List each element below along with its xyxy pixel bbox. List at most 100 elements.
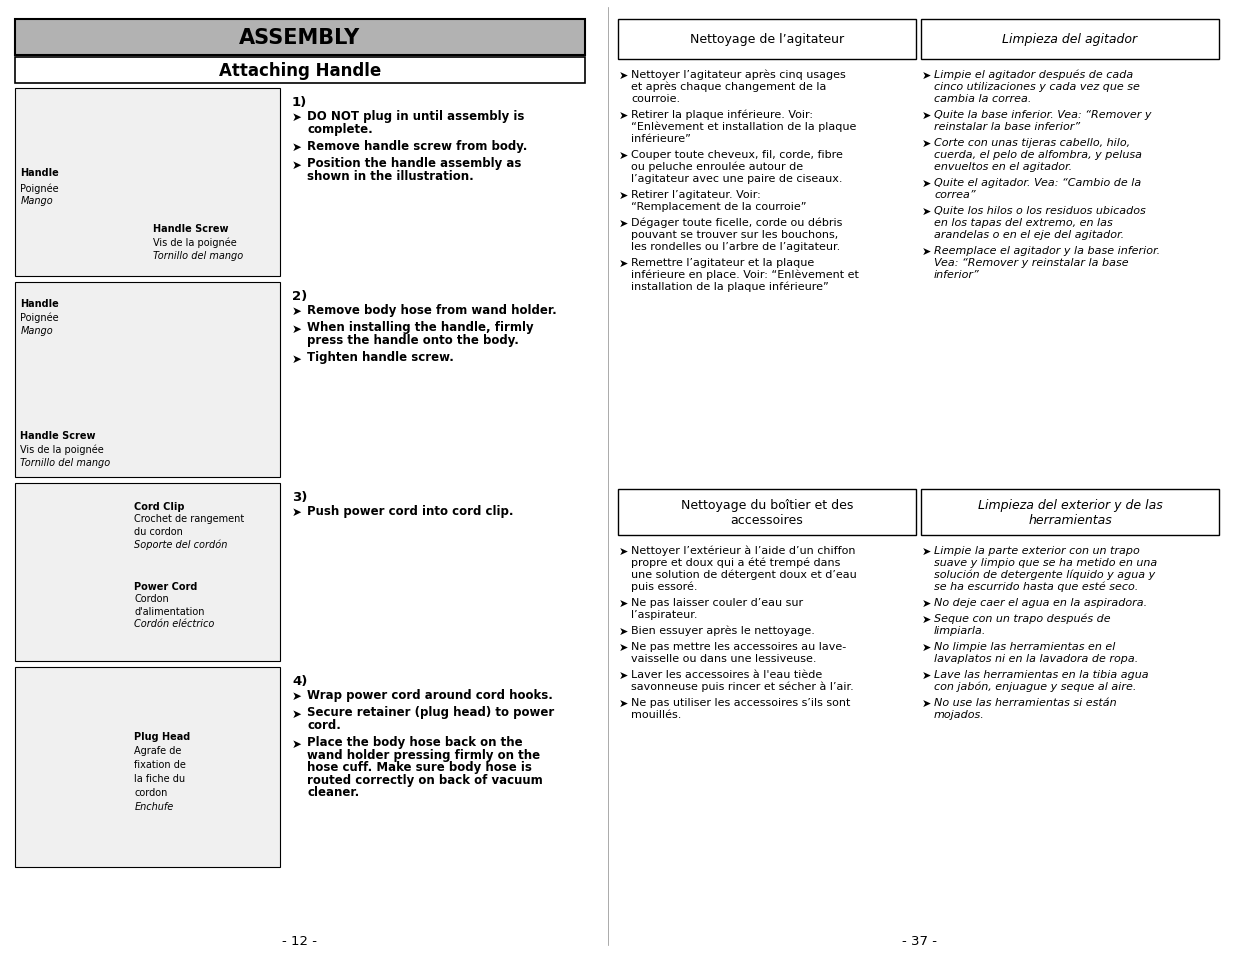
Text: propre et doux qui a été trempé dans: propre et doux qui a été trempé dans [631,558,840,568]
Text: ➤: ➤ [923,598,931,608]
Text: Reemplace el agitador y la base inferior.: Reemplace el agitador y la base inferior… [934,246,1160,255]
Text: Position the handle assembly as: Position the handle assembly as [308,157,521,171]
Text: ➤: ➤ [291,737,301,750]
Text: Ne pas mettre les accessoires au lave-: Ne pas mettre les accessoires au lave- [631,641,846,651]
Text: Enchufe: Enchufe [135,801,173,811]
Text: ➤: ➤ [619,191,629,201]
Text: Vis de la poignée: Vis de la poignée [20,444,104,455]
Text: ➤: ➤ [619,71,629,81]
Text: ➤: ➤ [291,158,301,172]
Text: ➤: ➤ [923,111,931,121]
Bar [921,490,1219,536]
Bar [15,58,585,84]
Text: fixation de: fixation de [135,760,186,769]
Text: ➤: ➤ [923,615,931,624]
Text: hose cuff. Make sure body hose is: hose cuff. Make sure body hose is [308,760,532,774]
Text: Tighten handle screw.: Tighten handle screw. [308,351,454,364]
Text: complete.: complete. [308,122,373,135]
Text: Wrap power cord around cord hooks.: Wrap power cord around cord hooks. [308,688,553,701]
Text: Seque con un trapo después de: Seque con un trapo después de [934,614,1110,624]
Text: No use las herramientas si están: No use las herramientas si están [934,698,1116,707]
Text: DO NOT plug in until assembly is: DO NOT plug in until assembly is [308,110,525,123]
Text: envueltos en el agitador.: envueltos en el agitador. [934,162,1072,172]
Text: Soporte del cordón: Soporte del cordón [135,538,227,549]
Text: pouvant se trouver sur les bouchons,: pouvant se trouver sur les bouchons, [631,230,839,240]
Text: se ha escurrido hasta que esté seco.: se ha escurrido hasta que esté seco. [934,581,1139,592]
Text: mojados.: mojados. [934,709,984,720]
Text: ➤: ➤ [291,305,301,317]
Text: Crochet de rangement: Crochet de rangement [135,514,245,524]
Text: ➤: ➤ [923,71,931,81]
Text: ➤: ➤ [619,642,629,652]
Text: ➤: ➤ [923,546,931,557]
Text: Nettoyer l’extérieur à l’aide d’un chiffon: Nettoyer l’extérieur à l’aide d’un chiff… [631,545,856,556]
Text: Mango: Mango [20,326,53,335]
Text: ➤: ➤ [291,505,301,518]
Text: l’agitateur avec une paire de ciseaux.: l’agitateur avec une paire de ciseaux. [631,173,842,184]
Text: Quite los hilos o los residuos ubicados: Quite los hilos o los residuos ubicados [934,206,1146,215]
Text: 3): 3) [291,491,308,503]
Text: Retirer l’agitateur. Voir:: Retirer l’agitateur. Voir: [631,190,761,200]
Text: courroie.: courroie. [631,94,680,104]
Text: Lave las herramientas en la tibia agua: Lave las herramientas en la tibia agua [934,669,1149,679]
Text: Power Cord: Power Cord [135,581,198,591]
Text: ➤: ➤ [923,179,931,189]
Text: l’aspirateur.: l’aspirateur. [631,609,698,619]
Text: Remove handle screw from body.: Remove handle screw from body. [308,140,527,152]
Text: Handle Screw: Handle Screw [153,224,228,234]
Text: inférieure”: inférieure” [631,133,690,144]
Text: cuerda, el pelo de alfombra, y pelusa: cuerda, el pelo de alfombra, y pelusa [934,150,1142,160]
Text: Plug Head: Plug Head [135,731,190,741]
Text: Handle Screw: Handle Screw [20,431,96,440]
Text: ➤: ➤ [291,352,301,365]
Text: Tornillo del mango: Tornillo del mango [153,251,243,260]
Bar [921,20,1219,60]
Text: Limpieza del exterior y de las
herramientas: Limpieza del exterior y de las herramien… [978,498,1162,526]
Bar [618,490,916,536]
Text: ➤: ➤ [923,207,931,216]
Text: limpiarla.: limpiarla. [934,625,987,636]
Text: cordon: cordon [135,787,168,797]
Text: Corte con unas tijeras cabello, hilo,: Corte con unas tijeras cabello, hilo, [934,138,1130,148]
Text: Ne pas laisser couler d’eau sur: Ne pas laisser couler d’eau sur [631,598,803,607]
Text: correa”: correa” [934,190,976,200]
Bar [15,283,280,477]
Bar [15,667,280,867]
Text: No deje caer el agua en la aspiradora.: No deje caer el agua en la aspiradora. [934,598,1147,607]
Text: ou peluche enroulée autour de: ou peluche enroulée autour de [631,162,803,172]
Text: du cordon: du cordon [135,526,183,537]
Text: Tornillo del mango: Tornillo del mango [20,458,111,468]
Text: solución de detergente líquido y agua y: solución de detergente líquido y agua y [934,569,1155,579]
Text: cinco utilizaciones y cada vez que se: cinco utilizaciones y cada vez que se [934,82,1140,91]
Text: ➤: ➤ [619,111,629,121]
Text: Laver les accessoires à l'eau tiède: Laver les accessoires à l'eau tiède [631,669,823,679]
Text: installation de la plaque inférieure”: installation de la plaque inférieure” [631,282,829,293]
Bar [15,20,585,56]
Text: en los tapas del extremo, en las: en los tapas del extremo, en las [934,218,1113,228]
Text: ➤: ➤ [619,626,629,637]
Text: ➤: ➤ [291,322,301,335]
Text: ➤: ➤ [923,139,931,149]
Text: wand holder pressing firmly on the: wand holder pressing firmly on the [308,748,540,761]
Text: lavaplatos ni en la lavadora de ropa.: lavaplatos ni en la lavadora de ropa. [934,654,1139,663]
Text: Cord Clip: Cord Clip [135,501,185,511]
Text: les rondelles ou l’arbre de l’agitateur.: les rondelles ou l’arbre de l’agitateur. [631,242,840,252]
Text: Attaching Handle: Attaching Handle [219,62,382,80]
Text: Nettoyage de l’agitateur: Nettoyage de l’agitateur [690,33,844,47]
Bar [618,20,916,60]
Text: Limpieza del agitador: Limpieza del agitador [1003,33,1137,47]
Text: ➤: ➤ [619,219,629,229]
Text: Mango: Mango [20,196,53,206]
Text: savonneuse puis rincer et sécher à l’air.: savonneuse puis rincer et sécher à l’air… [631,681,853,692]
Text: cord.: cord. [308,719,341,731]
Text: ➤: ➤ [923,699,931,708]
Text: inférieure en place. Voir: “Enlèvement et: inférieure en place. Voir: “Enlèvement e… [631,270,858,280]
Text: Retirer la plaque inférieure. Voir:: Retirer la plaque inférieure. Voir: [631,110,813,120]
Bar [15,89,280,276]
Text: Limpie la parte exterior con un trapo: Limpie la parte exterior con un trapo [934,545,1140,556]
Text: ➤: ➤ [619,670,629,680]
Text: reinstalar la base inferior”: reinstalar la base inferior” [934,122,1081,132]
Text: press the handle onto the body.: press the handle onto the body. [308,334,519,347]
Text: ➤: ➤ [291,707,301,720]
Text: puis essoré.: puis essoré. [631,581,698,592]
